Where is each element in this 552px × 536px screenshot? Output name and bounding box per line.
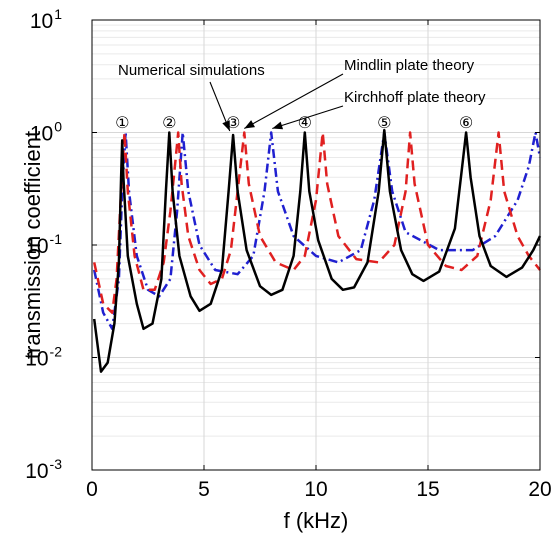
x-tick-label: 15	[416, 478, 439, 501]
y-tick-label: 10-3	[25, 456, 62, 483]
mode-marker: ①	[115, 113, 129, 132]
arrowhead	[244, 120, 256, 129]
mode-marker: ④	[298, 113, 312, 132]
y-axis-title: transmission coefficient	[20, 131, 45, 359]
x-tick-label: 5	[198, 478, 210, 501]
curves	[92, 128, 542, 373]
x-tick-labels: 0 5 10 15 20	[86, 478, 552, 501]
series-line-numerical-simulations	[92, 128, 542, 373]
x-tick-label: 20	[528, 478, 551, 501]
x-tick-label: 10	[304, 478, 327, 501]
annotation-kirchhoff-plate-theory: Kirchhoff plate theory	[344, 89, 486, 106]
grid	[91, 20, 541, 471]
arrowhead	[272, 121, 284, 130]
y-tick-label: 101	[30, 6, 62, 33]
x-tick-label: 0	[86, 478, 98, 501]
mode-marker: ⑤	[377, 113, 391, 132]
annotation-numerical-simulations: Numerical simulations	[118, 62, 265, 79]
series-line-mindlin-plate-theory	[92, 131, 541, 314]
arrowhead	[222, 120, 230, 132]
annotation-mindlin-plate-theory: Mindlin plate theory	[344, 57, 475, 74]
mode-marker: ②	[162, 113, 176, 132]
axis-ticks	[91, 19, 541, 471]
annotation-arrows	[209, 73, 344, 132]
mode-marker: ⑥	[459, 113, 473, 132]
annotation-arrow	[244, 73, 344, 129]
series-line-kirchhoff-plate-theory	[92, 131, 542, 331]
x-axis-title: f (kHz)	[284, 508, 349, 533]
annotation-arrow	[272, 105, 344, 130]
